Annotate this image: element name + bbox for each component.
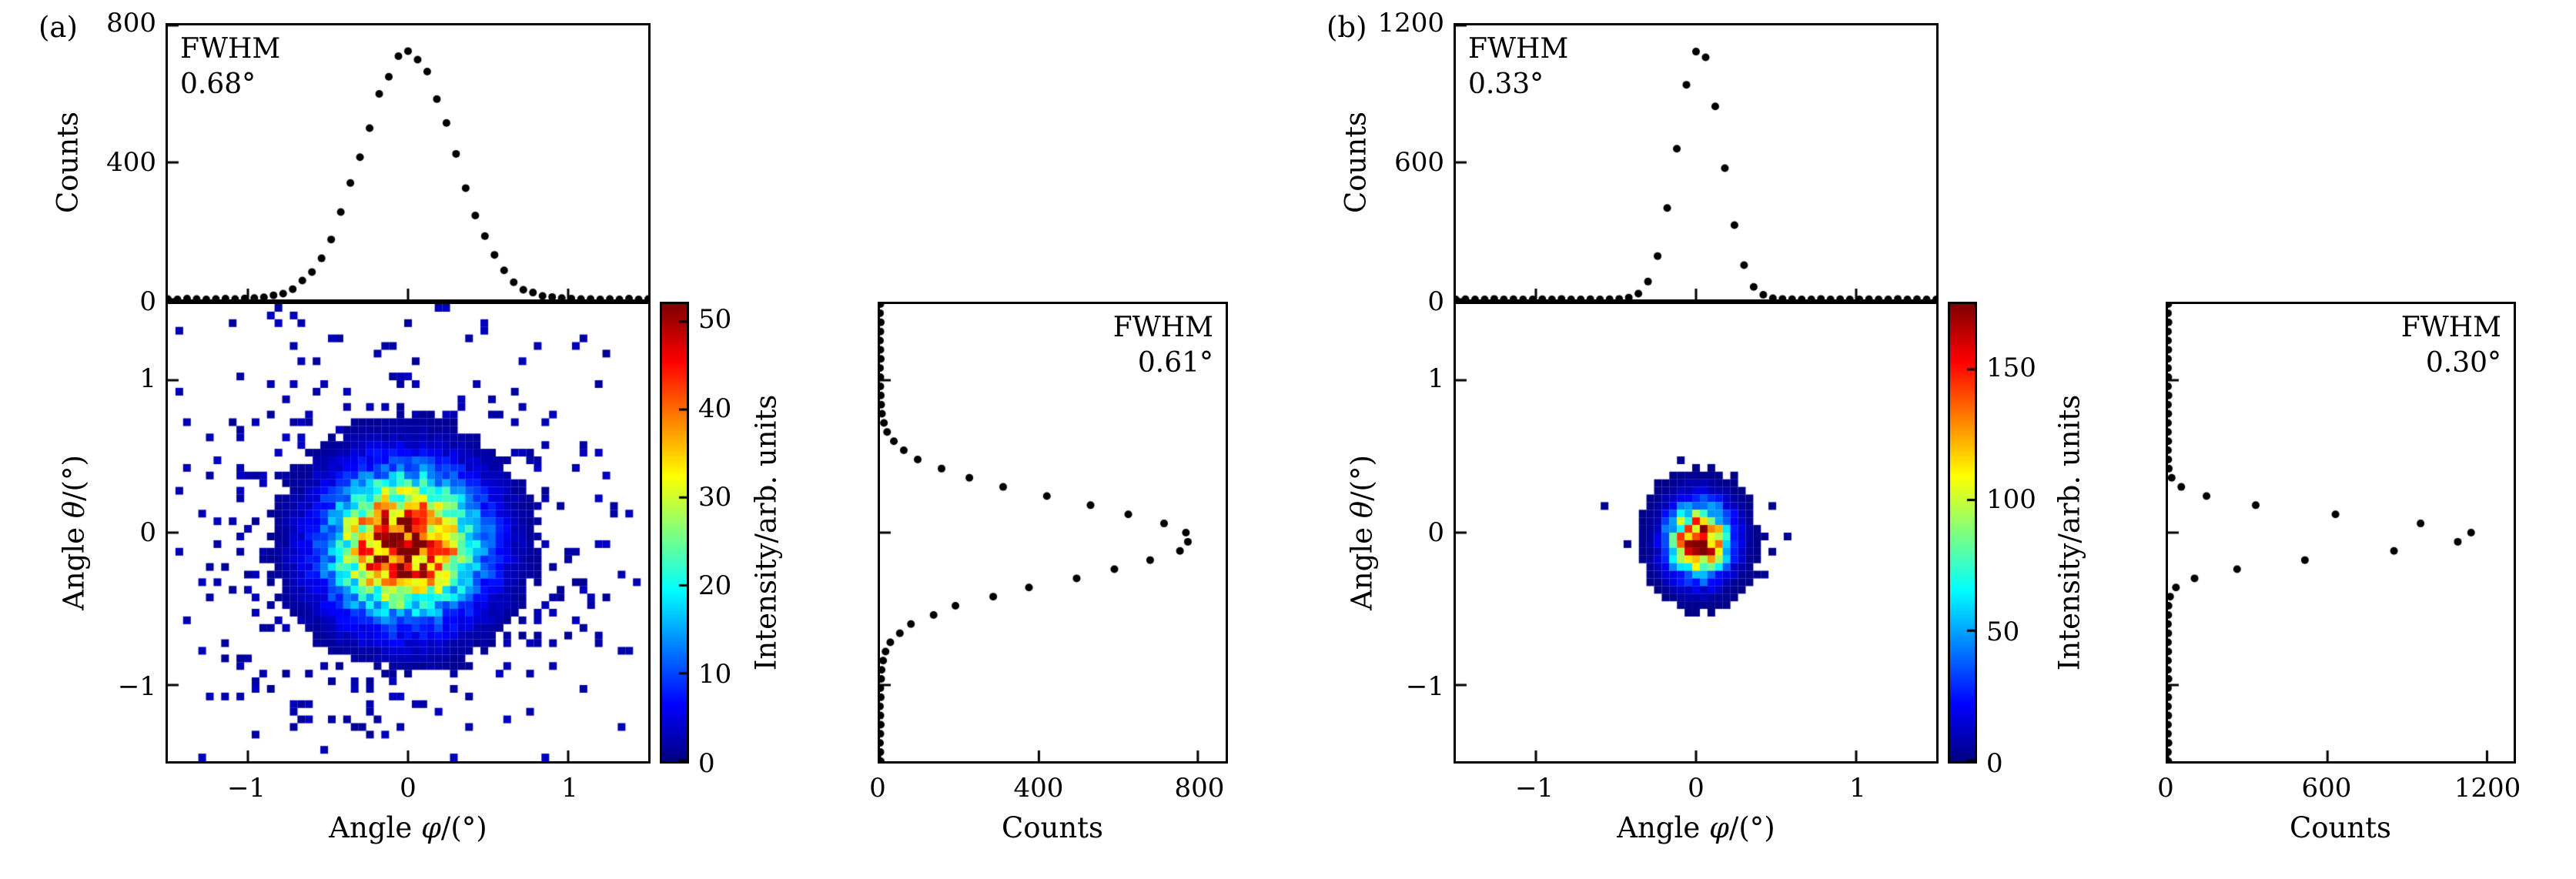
axis-label-part: /(°) <box>57 455 91 501</box>
colorbar-axis-label: Intensity/arb. units <box>749 394 783 671</box>
colorbar-canvas <box>1950 304 1975 761</box>
x-tick-label: 1 <box>1849 773 1866 804</box>
y-tick-label: 400 <box>106 147 156 178</box>
phi-symbol: φ <box>1708 811 1729 844</box>
colorbar <box>1948 302 1977 764</box>
x-tick-label: −1 <box>1514 773 1554 804</box>
heatmap-canvas <box>1456 304 1936 761</box>
y-tick-label: 1 <box>139 363 156 394</box>
theta-symbol: θ <box>57 500 91 519</box>
theta-symbol: θ <box>1345 500 1379 519</box>
angle-phi-axis-label: Angle φ/(°) <box>177 811 639 844</box>
y-tick-label: 0 <box>1427 286 1444 317</box>
x-tick-label: 0 <box>1688 773 1705 804</box>
axis-label-part: Angle <box>1617 811 1709 844</box>
colorbar-axis-label: Intensity/arb. units <box>2052 394 2086 671</box>
x-tick-label: 400 <box>1013 773 1064 804</box>
colorbar-tick-label: 20 <box>698 570 732 601</box>
fwhm-value: 0.61° <box>1137 347 1213 379</box>
colorbar-tick-label: 50 <box>698 304 732 335</box>
x-tick-label: 600 <box>2301 773 2352 804</box>
right-profile-canvas <box>880 304 1226 761</box>
fwhm-annotation: FWHM 0.30° <box>2401 310 2501 381</box>
right-profile-canvas <box>2168 304 2514 761</box>
fwhm-annotation: FWHM 0.33° <box>1468 32 1568 102</box>
angle-phi-axis-label: Angle φ/(°) <box>1465 811 1927 844</box>
x-tick-label: 1 <box>561 773 578 804</box>
top-profile-plot: FWHM 0.33° <box>1454 23 1939 302</box>
fwhm-value: 0.30° <box>2425 347 2501 379</box>
fwhm-value: 0.68° <box>180 69 256 100</box>
colorbar-tick-label: 10 <box>698 659 732 690</box>
top-profile-canvas <box>168 25 648 299</box>
right-profile-plot: FWHM 0.61° <box>878 302 1228 764</box>
fwhm-label: FWHM <box>2400 312 2501 343</box>
colorbar-tick-label: 150 <box>1986 353 2036 383</box>
axis-label-part: /(°) <box>1728 811 1775 844</box>
heatmap-plot <box>1454 302 1939 764</box>
y-tick-label: 0 <box>1427 517 1444 548</box>
axis-label-part: Angle <box>329 811 421 844</box>
fwhm-label: FWHM <box>180 33 281 65</box>
panel-b-label: (b) <box>1326 11 1367 44</box>
heatmap-canvas <box>168 304 648 761</box>
heatmap-plot <box>166 302 651 764</box>
panel-a-label: (a) <box>38 11 78 44</box>
x-tick-label: 0 <box>400 773 417 804</box>
x-tick-label: 0 <box>2157 773 2174 804</box>
fwhm-annotation: FWHM 0.68° <box>180 32 280 102</box>
top-profile-canvas <box>1456 25 1936 299</box>
y-tick-label: 800 <box>106 8 156 38</box>
fwhm-value: 0.33° <box>1468 69 1544 100</box>
colorbar-tick-label: 40 <box>698 393 732 424</box>
axis-label-part: /(°) <box>1345 455 1379 501</box>
panel-b: (b) Counts 1200 600 0 FWHM 0.33° Angle θ… <box>1288 0 2576 879</box>
colorbar <box>660 302 689 764</box>
right-profile-plot: FWHM 0.30° <box>2166 302 2516 764</box>
x-tick-label: 0 <box>869 773 886 804</box>
fwhm-annotation: FWHM 0.61° <box>1113 310 1213 381</box>
x-tick-label: 1200 <box>2454 773 2521 804</box>
colorbar-tick-label: 0 <box>1986 748 2003 779</box>
y-tick-label: 600 <box>1394 147 1444 178</box>
colorbar-tick-label: 0 <box>698 748 715 779</box>
top-profile-plot: FWHM 0.68° <box>166 23 651 302</box>
fwhm-label: FWHM <box>1468 33 1569 65</box>
colorbar-canvas <box>662 304 687 761</box>
phi-symbol: φ <box>420 811 441 844</box>
y-tick-label: −1 <box>1405 671 1444 702</box>
counts-axis-label: Counts <box>2289 811 2392 844</box>
x-tick-label: −1 <box>226 773 266 804</box>
y-tick-label: 0 <box>139 517 156 548</box>
colorbar-tick-label: 30 <box>698 482 732 513</box>
counts-axis-label: Counts <box>1001 811 1104 844</box>
y-tick-label: 1 <box>1427 363 1444 394</box>
y-tick-label: −1 <box>117 671 156 702</box>
x-tick-label: 800 <box>1174 773 1225 804</box>
colorbar-tick-label: 100 <box>1986 484 2036 515</box>
fwhm-label: FWHM <box>1112 312 1213 343</box>
y-tick-label: 1200 <box>1377 8 1444 38</box>
panel-a: (a) Counts 800 400 0 FWHM 0.68° Angle θ/… <box>38 8 1228 844</box>
axis-label-part: /(°) <box>440 811 487 844</box>
colorbar-tick-label: 50 <box>1986 617 2020 647</box>
y-tick-label: 0 <box>139 286 156 317</box>
